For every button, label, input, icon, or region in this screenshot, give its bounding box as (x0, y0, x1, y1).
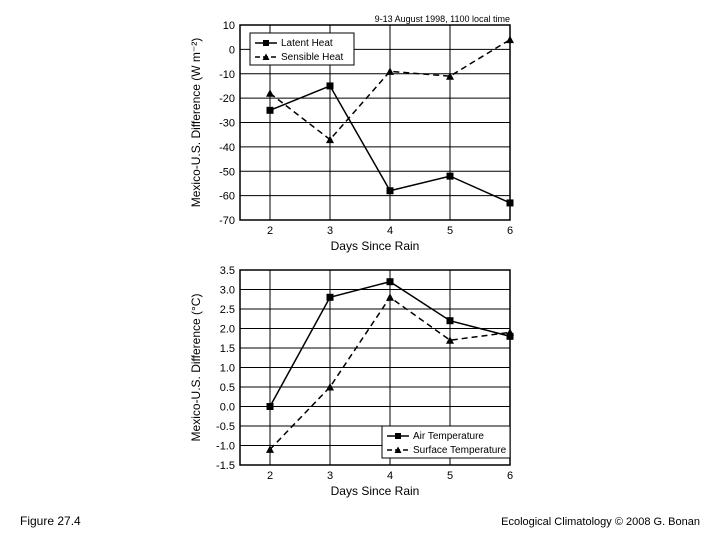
marker-triangle (266, 89, 274, 97)
xtick-label: 4 (387, 470, 393, 482)
marker-square (447, 317, 454, 324)
ytick-label: -40 (219, 142, 235, 154)
bottom-chart: 2 3 4 5 6 -1.5 -1.0 -0.5 0.0 0.5 1.0 1.5 2.0 2.5 3.0 3.… (188, 256, 514, 501)
xtick-label: 3 (327, 225, 333, 237)
ytick-label: 2.5 (220, 304, 235, 316)
top-chart: 9-13 August 1998, 1100 local time 2 3 4 5 6 -7… (188, 11, 514, 256)
ytick-label: -60 (219, 191, 235, 203)
xtick-label: 2 (267, 470, 273, 482)
ytick-label: -1.5 (216, 460, 235, 472)
marker-square (507, 199, 514, 206)
marker-square (327, 294, 334, 301)
ytick-label: 0 (229, 44, 235, 56)
legend-label: Latent Heat (281, 38, 333, 49)
ytick-label: -20 (219, 93, 235, 105)
copyright-text: Ecological Climatology © 2008 G. Bonan (501, 516, 700, 528)
xtick-label: 3 (327, 470, 333, 482)
marker-square (447, 173, 454, 180)
ytick-label: 10 (223, 20, 235, 32)
legend-label: Surface Temperature (413, 445, 507, 456)
ytick-label: -50 (219, 166, 235, 178)
ytick-label: -1.0 (216, 441, 235, 453)
marker-triangle (506, 328, 514, 336)
ytick-label: 1.0 (220, 363, 235, 375)
xtick-label: 5 (447, 225, 453, 237)
marker-square (387, 187, 394, 194)
marker-triangle (506, 36, 514, 44)
y-axis-label: Mexico-U.S. Difference (°C) (189, 294, 203, 442)
legend-label: Air Temperature (413, 431, 484, 442)
legend-label: Sensible Heat (281, 52, 343, 63)
ytick-label: 0.0 (220, 402, 235, 414)
ytick-label: -70 (219, 215, 235, 227)
marker-square (267, 107, 274, 114)
ytick-label: 2.0 (220, 324, 235, 336)
figure-label: Figure 27.4 (20, 514, 81, 528)
x-axis-label: Days Since Rain (331, 239, 420, 253)
y-axis-label: Mexico-U.S. Difference (W m⁻²) (189, 38, 203, 207)
ytick-label: 3.5 (220, 265, 235, 277)
xtick-label: 6 (507, 225, 513, 237)
marker-triangle (386, 293, 394, 301)
ytick-label: -0.5 (216, 421, 235, 433)
ytick-label: 0.5 (220, 382, 235, 394)
ytick-label: -10 (219, 69, 235, 81)
xtick-label: 6 (507, 470, 513, 482)
xtick-label: 5 (447, 470, 453, 482)
xtick-label: 2 (267, 225, 273, 237)
ytick-label: 1.5 (220, 343, 235, 355)
legend-marker-square (395, 433, 401, 439)
ytick-label: 3.0 (220, 285, 235, 297)
ytick-label: -30 (219, 118, 235, 130)
marker-triangle (386, 67, 394, 75)
x-axis-label: Days Since Rain (331, 484, 420, 498)
legend-marker-square (263, 40, 269, 46)
marker-square (387, 278, 394, 285)
xtick-label: 4 (387, 225, 393, 237)
chart-title: 9-13 August 1998, 1100 local time (375, 14, 510, 24)
marker-square (327, 82, 334, 89)
marker-square (267, 403, 274, 410)
